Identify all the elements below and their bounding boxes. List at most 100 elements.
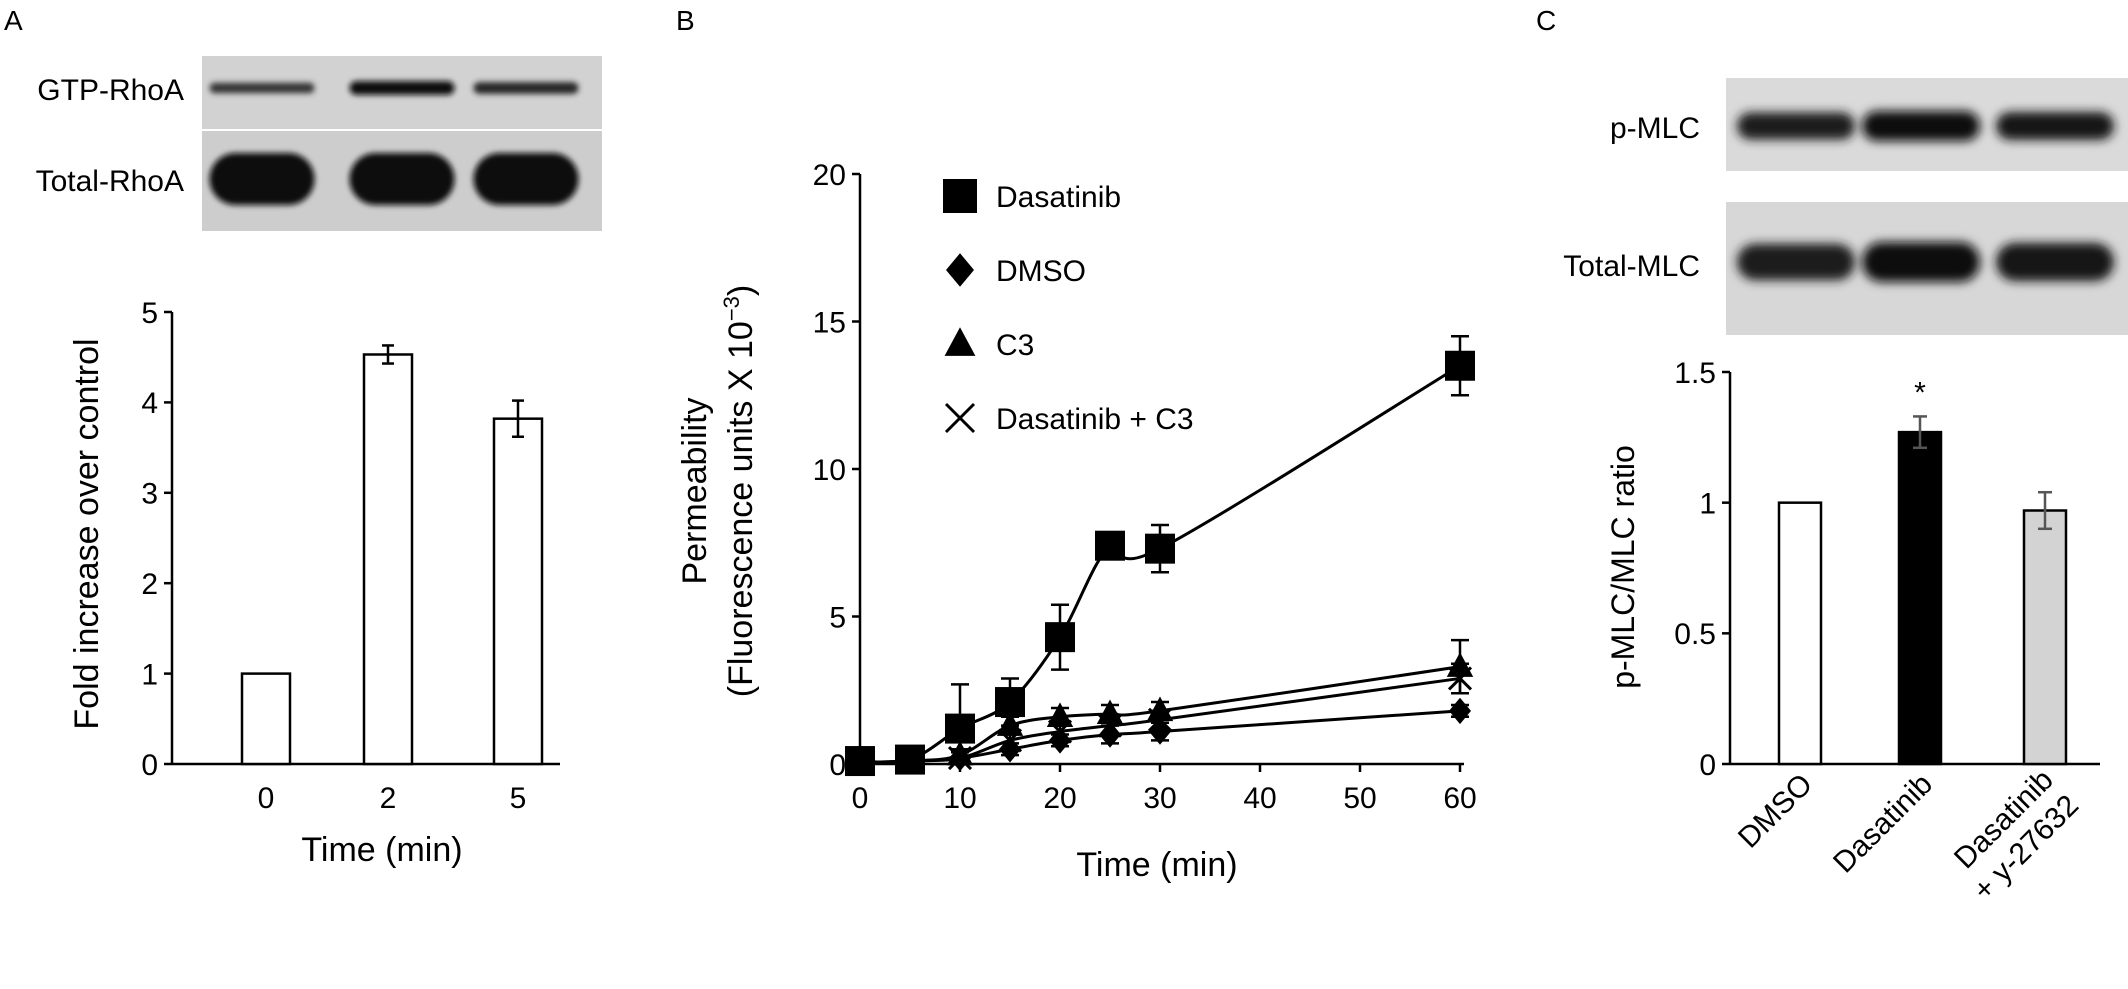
chart-c-bar (2022, 509, 2068, 766)
chart-b-y-tick-label: 20 (813, 159, 846, 192)
x-marker-stroke (847, 750, 873, 775)
chart-b-ylabel-main: (Fluorescence units X 10 (722, 321, 760, 697)
panel-c-blot: p-MLC Total-MLC (1563, 78, 2128, 335)
chart-b-point-square (1445, 350, 1475, 381)
chart-c-x-tick-label: Dasatinib (1827, 768, 1939, 880)
chart-b-legend-label-3: Dasatinib + C3 (996, 403, 1194, 436)
chart-b-point-diamond (1149, 718, 1171, 745)
blot-c-band-row1-lane3 (1996, 112, 2114, 140)
chart-b-legend-marker-square (943, 179, 977, 213)
chart-b-ylabel-close: ) (722, 285, 760, 296)
chart-b-x-tick-label: 60 (1443, 782, 1476, 815)
chart-b-point-x (947, 746, 973, 771)
chart-b-x-tick-label: 0 (852, 782, 869, 815)
chart-c-x-tick-label: Dasatinib+ y-27632 (1941, 763, 2085, 907)
chart-c-bar (1897, 430, 1943, 766)
blot-a-band-row1-lane3 (473, 82, 579, 94)
chart-a-y-tick-label: 5 (141, 297, 158, 330)
chart-b-point-x (1097, 713, 1123, 738)
chart-a-y-tick-label: 0 (141, 749, 158, 782)
chart-b-legend-marker-x (944, 402, 976, 434)
chart-b-xlabel: Time (min) (1076, 846, 1237, 884)
chart-b-point-x (1447, 666, 1473, 691)
chart-b-y-tick-label: 0 (829, 749, 846, 782)
chart-a-bar (362, 353, 414, 766)
chart-b-legend-label-2: C3 (996, 329, 1034, 362)
chart-b-x-tick-label: 30 (1143, 782, 1176, 815)
chart-b-ylabel-line1: Permeability (676, 397, 714, 584)
chart-b-series-line-0 (859, 364, 1461, 764)
chart-a-x-tick-label: 0 (258, 782, 275, 815)
x-marker-stroke (947, 746, 973, 771)
chart-b-legend-label-1: DMSO (996, 255, 1086, 288)
chart-c-y-tick-label: 1 (1699, 487, 1716, 520)
chart-b-point-x (847, 750, 873, 775)
chart-b-x-tick-label: 10 (943, 782, 976, 815)
chart-b-ylabel-line2: (Fluorescence units X 10−3) (719, 285, 760, 698)
chart-a-bar (240, 672, 292, 766)
chart-b-x-tick-label: 50 (1343, 782, 1376, 815)
chart-c-x-tick-label-line: DMSO (1732, 768, 1819, 855)
chart-c-ylabel: p-MLC/MLC ratio (1605, 445, 1641, 689)
x-marker-stroke (997, 728, 1023, 753)
blot-c-label-row1: p-MLC (1610, 112, 1700, 145)
blot-a-band-row1-lane1 (209, 82, 315, 94)
chart-a-y-tick-label: 3 (141, 478, 158, 511)
chart-b-point-diamond (1449, 697, 1471, 725)
chart-a-x-tick-label: 5 (510, 782, 527, 815)
x-marker-stroke (1447, 666, 1473, 691)
chart-b-point-x (997, 728, 1023, 753)
panel-b-letter: B (676, 5, 695, 36)
chart-b-legend-marker-diamond (946, 253, 974, 287)
blot-a-band-row2-lane1 (209, 153, 315, 205)
chart-b-point-triangle (1046, 702, 1074, 727)
x-marker-stroke (1097, 713, 1123, 738)
chart-a-y-tick-label: 2 (141, 568, 158, 601)
chart-b-y-tick-label: 15 (813, 306, 846, 339)
chart-c-y-tick-label: 1.5 (1674, 357, 1716, 390)
chart-b-point-square (1145, 533, 1175, 564)
blot-a-label-row2: Total-RhoA (36, 165, 184, 198)
chart-a-bar (492, 417, 544, 766)
x-marker-stroke (944, 402, 976, 434)
panel-a-letter: A (4, 5, 23, 36)
blot-c-band-row2-lane2 (1862, 242, 1980, 282)
blot-a-band-row1-lane2 (349, 81, 455, 95)
panel-a-blot: GTP-RhoA Total-RhoA (36, 56, 602, 231)
panel-b-chart: 0 5 10 15 20 0 10 20 30 40 50 60 Dasatinib DMSO C3 Das… (676, 159, 1477, 884)
chart-c-bar (1777, 501, 1823, 766)
x-marker-stroke (897, 748, 923, 774)
blot-c-band-row1-lane2 (1862, 111, 1980, 141)
chart-a-y-tick-label: 4 (141, 387, 158, 420)
chart-b-point-x (1147, 707, 1173, 732)
blot-c-band-row2-lane1 (1737, 243, 1855, 281)
x-marker-stroke (1047, 719, 1073, 744)
blot-a-band-row2-lane3 (473, 153, 579, 205)
x-marker-stroke (1147, 707, 1173, 732)
chart-b-point-x (897, 748, 923, 774)
chart-b-point-square (1095, 530, 1125, 561)
chart-b-point-square (945, 713, 975, 744)
chart-b-x-tick-label: 20 (1043, 782, 1076, 815)
chart-b-x-tick-label: 40 (1243, 782, 1276, 815)
chart-a-ylabel: Fold increase over control (68, 338, 106, 729)
panel-a-chart: 0 1 2 3 4 5 0 2 5 Fold increase over control Tim… (68, 297, 560, 869)
chart-b-point-triangle (996, 711, 1024, 736)
chart-b-ylabel-exponent: −3 (719, 296, 744, 321)
chart-a-xlabel: Time (min) (301, 831, 462, 869)
chart-c-x-tick-label: DMSO (1732, 768, 1819, 855)
chart-b-y-tick-label: 5 (829, 601, 846, 634)
chart-a-y-tick-label: 1 (141, 658, 158, 691)
chart-b-point-x (1047, 719, 1073, 744)
blot-a-band-row2-lane2 (349, 153, 455, 205)
chart-b-point-square (1045, 622, 1075, 653)
blot-c-band-row2-lane3 (1996, 242, 2114, 282)
chart-c-x-tick-label-line: Dasatinib (1827, 768, 1939, 880)
blot-c-label-row2: Total-MLC (1563, 250, 1700, 283)
chart-a-x-tick-label: 2 (380, 782, 397, 815)
chart-b-series-line-3 (859, 676, 1461, 765)
chart-b-y-tick-label: 10 (813, 454, 846, 487)
chart-c-y-tick-label: 0.5 (1674, 618, 1716, 651)
